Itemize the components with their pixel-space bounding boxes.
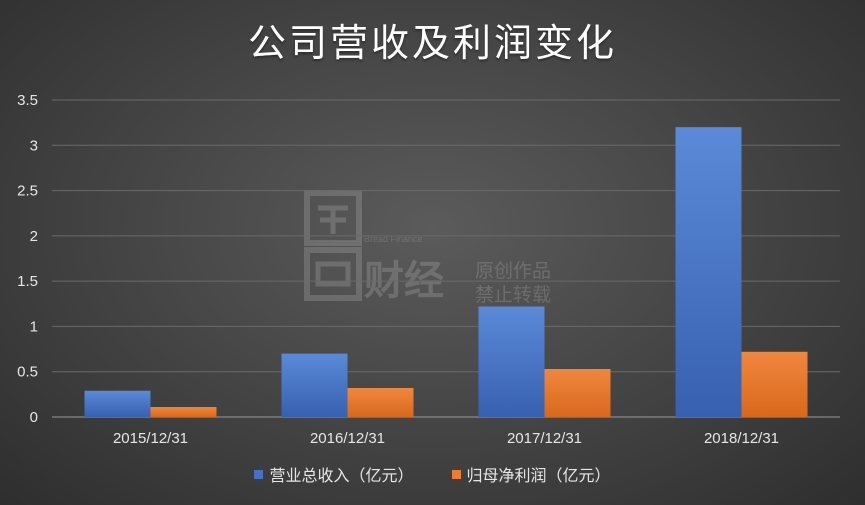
y-tick-label: 3.5: [17, 92, 38, 109]
y-tick-label: 3: [30, 137, 38, 154]
legend-label-revenue: 营业总收入（亿元）: [269, 466, 414, 485]
x-tick-label: 2018/12/31: [704, 430, 779, 447]
legend-item-profit: 归母净利润（亿元）: [451, 462, 611, 486]
bar-revenue: [84, 390, 151, 417]
y-axis-ticks: 0 0.5 1 1.5 2 2.5 3 3.5: [17, 92, 38, 426]
y-tick-label: 2.5: [17, 183, 38, 200]
y-tick-label: 1: [30, 318, 38, 335]
x-tick-label: 2015/12/31: [113, 430, 188, 447]
bar-revenue: [675, 127, 742, 418]
chart-title: 公司营收及利润变化: [247, 21, 617, 65]
bar-profit: [544, 368, 611, 417]
bar-profit: [347, 388, 414, 417]
y-tick-label: 2: [30, 228, 38, 245]
y-tick-label: 0: [30, 409, 38, 426]
bar-profit: [150, 407, 217, 417]
legend-label-profit: 归母净利润（亿元）: [466, 466, 611, 485]
x-tick-label: 2017/12/31: [507, 430, 582, 447]
legend-swatch-profit: [451, 469, 461, 479]
bar-revenue: [478, 306, 545, 417]
legend-swatch-revenue: [254, 469, 264, 479]
x-axis-ticks: 2015/12/31 2016/12/31 2017/12/31 2018/12/31: [113, 430, 779, 447]
legend: 营业总收入（亿元） 归母净利润（亿元）: [0, 462, 865, 486]
bar-revenue: [281, 353, 348, 417]
bars: [84, 127, 808, 418]
bar-profit: [741, 351, 808, 417]
y-tick-label: 1.5: [17, 273, 38, 290]
legend-item-revenue: 营业总收入（亿元）: [254, 462, 414, 486]
y-tick-label: 0.5: [17, 364, 38, 381]
x-tick-label: 2016/12/31: [310, 430, 385, 447]
